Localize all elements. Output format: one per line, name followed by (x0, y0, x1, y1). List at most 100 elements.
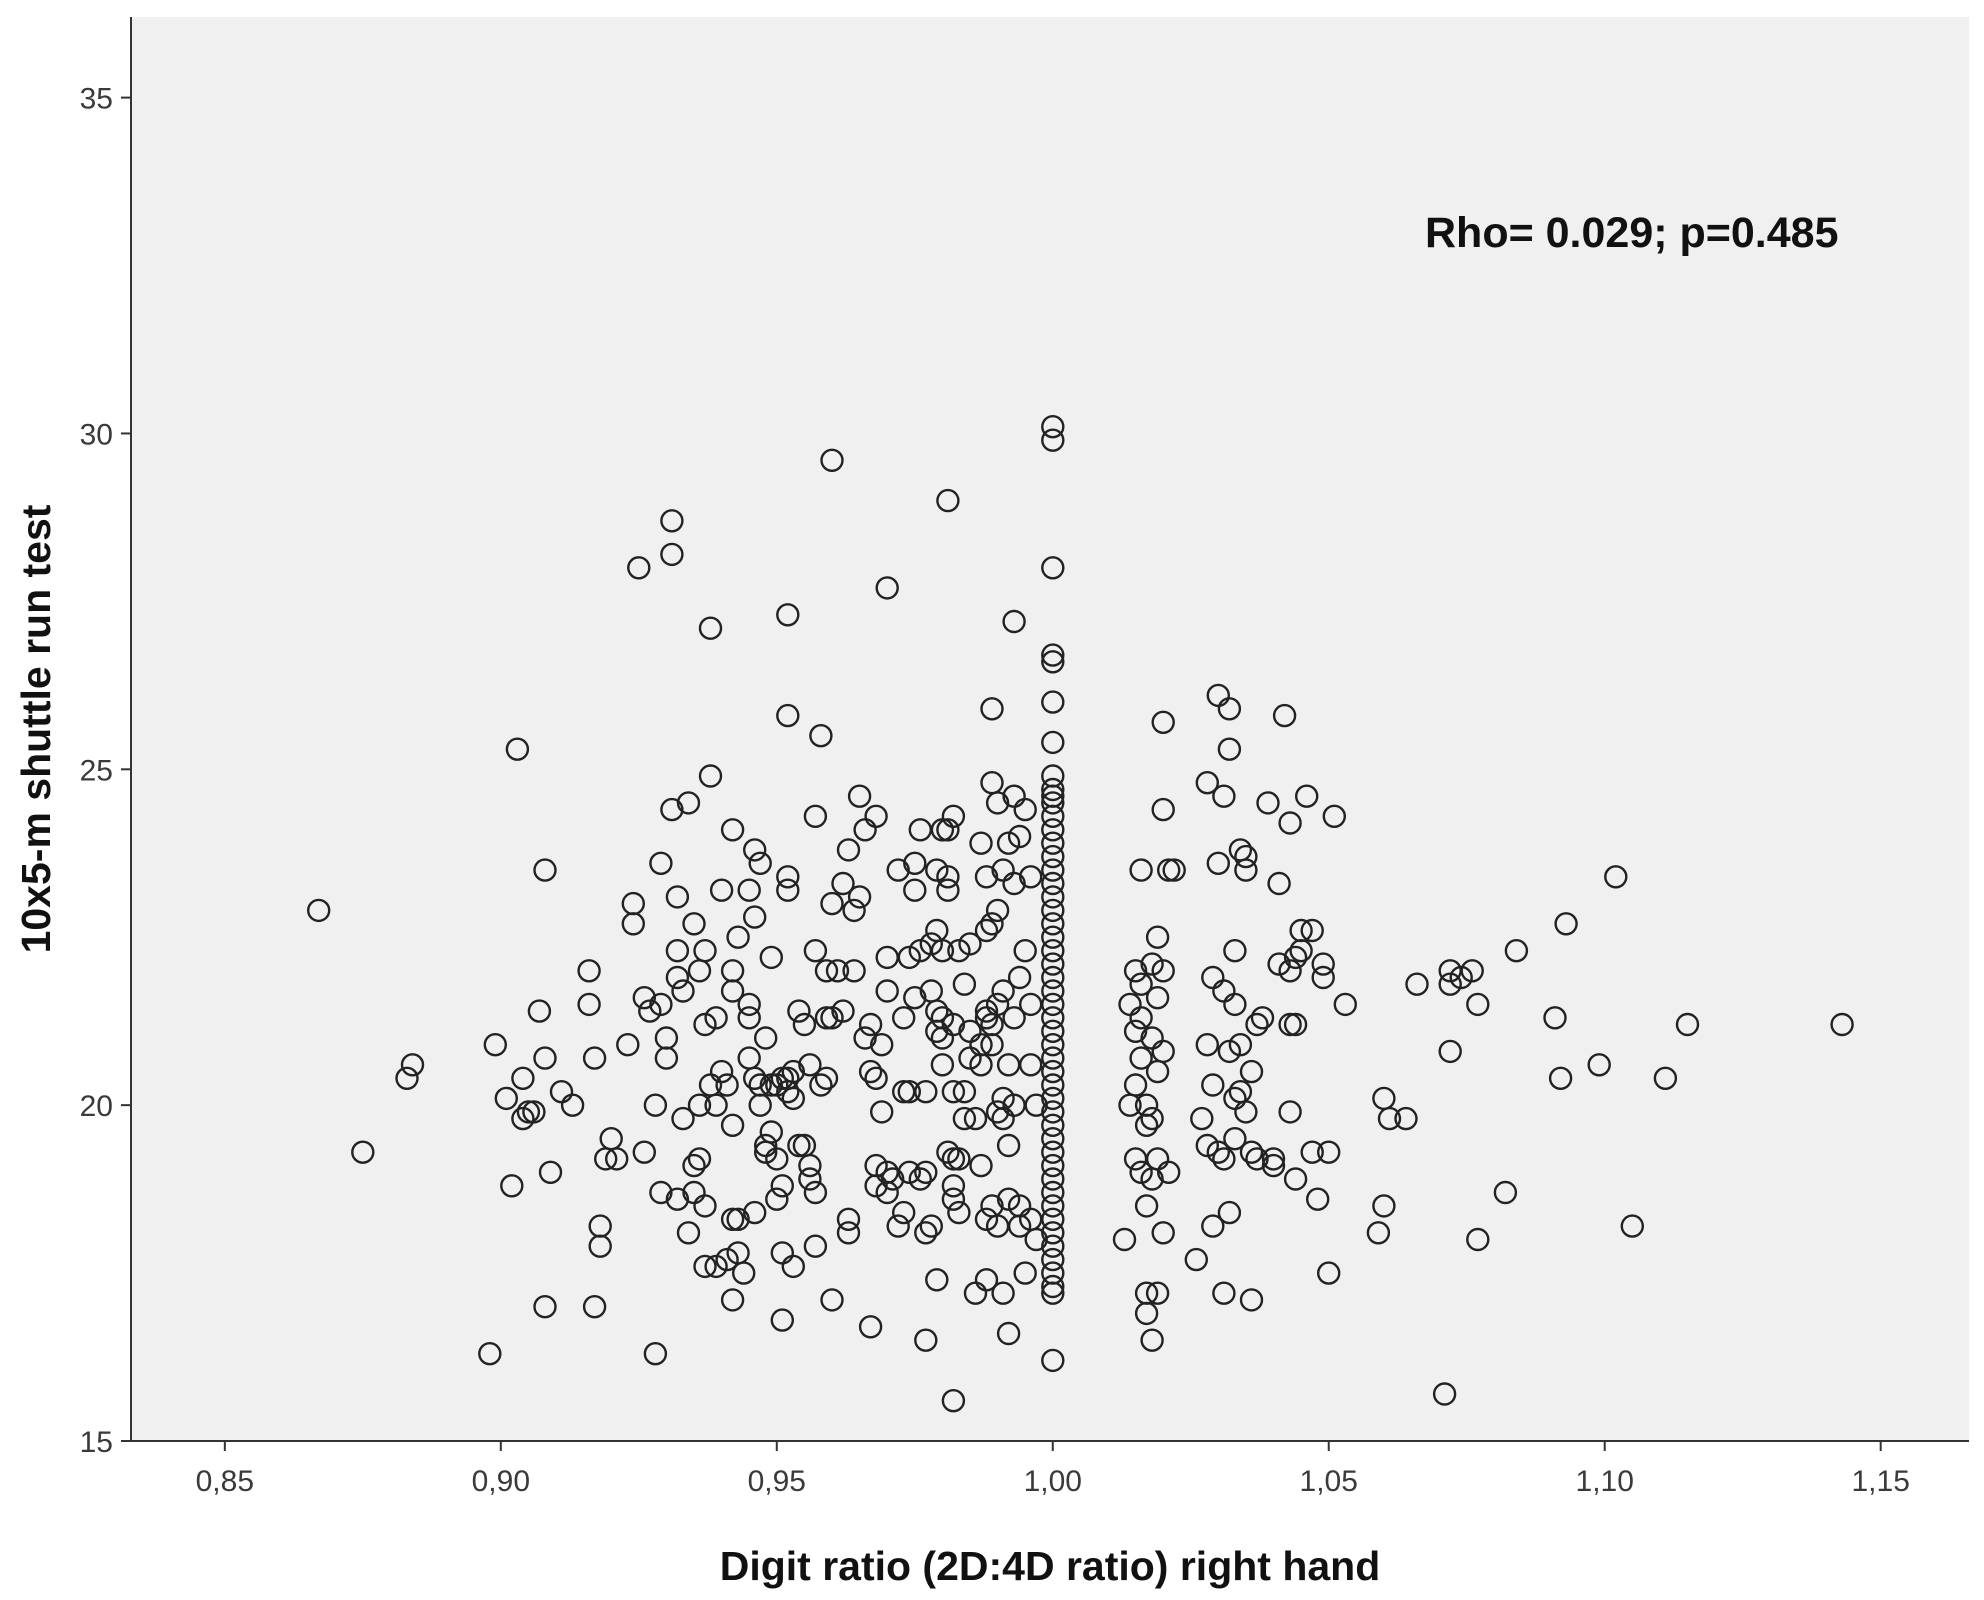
data-point (870, 1100, 894, 1124)
data-point (792, 1012, 817, 1037)
y-tick-label: 25 (80, 754, 113, 787)
data-point (1041, 898, 1065, 923)
data-point (980, 697, 1004, 721)
data-point (1041, 1274, 1065, 1299)
data-point (483, 1032, 507, 1057)
data-point (720, 818, 745, 842)
data-point (748, 1093, 772, 1117)
data-point (759, 1120, 783, 1144)
data-point (1223, 992, 1247, 1017)
data-point (737, 1006, 761, 1030)
data-point (1239, 1140, 1264, 1164)
data-point (1438, 1039, 1462, 1064)
data-point (1041, 1113, 1065, 1138)
data-point (1002, 871, 1026, 896)
annotation: Rho= 0.029; p=0.485 (1425, 209, 1839, 257)
y-tick-label: 30 (80, 418, 113, 451)
data-point (1041, 650, 1065, 674)
data-point (1267, 871, 1291, 896)
data-point (1504, 939, 1529, 963)
data-point (919, 1214, 943, 1238)
data-point (1013, 939, 1037, 963)
data-point (1013, 797, 1037, 822)
data-point (395, 1066, 419, 1091)
data-point (903, 878, 927, 902)
data-point (1217, 1200, 1242, 1225)
data-point (1041, 643, 1065, 667)
data-point (914, 1328, 938, 1352)
data-point (770, 1308, 794, 1332)
data-point (1041, 952, 1065, 976)
data-point (930, 1053, 955, 1077)
data-point (621, 912, 645, 936)
data-point (858, 1059, 883, 1084)
data-point (1041, 965, 1065, 990)
data-point (798, 1053, 822, 1077)
data-point (533, 1294, 557, 1319)
data-point (1041, 1207, 1065, 1232)
data-point (1294, 784, 1319, 808)
data-point (814, 1066, 839, 1091)
data-point (1278, 1100, 1302, 1124)
data-point (1041, 556, 1065, 580)
data-point (781, 1059, 805, 1084)
data-point (941, 1079, 966, 1104)
data-point (1041, 818, 1065, 842)
data-point (1041, 777, 1065, 802)
data-point (1151, 710, 1175, 734)
data-point (665, 965, 690, 990)
data-point (1322, 804, 1347, 828)
data-point (985, 898, 1010, 923)
data-point (1250, 1006, 1275, 1030)
data-point (914, 1079, 938, 1104)
data-point (1041, 912, 1065, 936)
data-point (969, 1053, 993, 1077)
data-point (1394, 1106, 1418, 1131)
x-ticks: 0,85 0,90 0,95 1,00 1,05 1,10 1,15 (196, 1441, 1910, 1498)
data-point (930, 939, 955, 963)
data-point (814, 959, 839, 983)
data-point (842, 898, 866, 923)
data-point (1129, 972, 1153, 996)
data-point (914, 1221, 938, 1245)
data-point (1261, 1153, 1286, 1178)
data-point (903, 986, 927, 1010)
data-point (660, 509, 684, 533)
data-point (1466, 1227, 1490, 1252)
data-point (952, 1106, 977, 1131)
x-tick-label: 1,00 (1024, 1465, 1082, 1498)
data-point (1195, 771, 1220, 795)
data-point (974, 918, 999, 943)
data-point (1018, 1053, 1043, 1077)
y-tick-label: 35 (80, 83, 113, 116)
data-point (676, 791, 701, 815)
data-point (892, 1006, 916, 1030)
data-point (864, 1066, 888, 1091)
data-point (1278, 959, 1302, 983)
data-point (1041, 858, 1065, 882)
data-point (687, 1147, 712, 1171)
data-point (1548, 1066, 1573, 1091)
data-point (1278, 811, 1302, 835)
x-tick-label: 0,85 (196, 1465, 254, 1498)
data-point (803, 1234, 828, 1258)
data-point (1134, 1301, 1159, 1326)
data-point (527, 999, 552, 1023)
data-point (726, 1207, 750, 1232)
data-point (1041, 831, 1065, 855)
data-point (1041, 885, 1065, 909)
data-point (1223, 939, 1247, 963)
data-point (754, 1026, 778, 1050)
data-point (858, 1012, 883, 1037)
data-point (809, 1073, 833, 1097)
data-point (996, 1133, 1021, 1158)
data-point (1129, 1006, 1153, 1030)
data-point (1140, 952, 1164, 976)
data-point (875, 979, 899, 1003)
data-point (632, 1140, 656, 1164)
data-point (1212, 1147, 1236, 1171)
data-point (925, 858, 949, 882)
data-point (1311, 952, 1335, 976)
data-point (892, 1200, 916, 1225)
